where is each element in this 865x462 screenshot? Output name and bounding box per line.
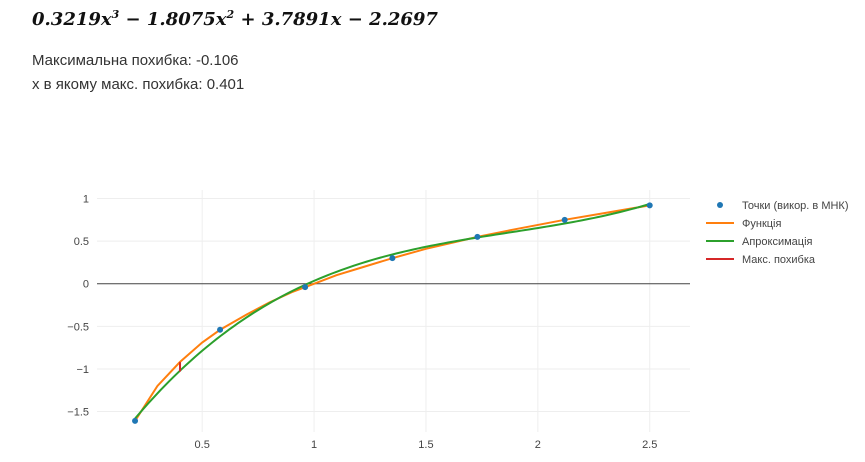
coef-3: 0.3219 bbox=[32, 9, 101, 30]
x-tick-label: 2.5 bbox=[642, 439, 657, 451]
op-0: − bbox=[341, 9, 370, 30]
legend-item[interactable]: Функція bbox=[706, 218, 781, 230]
legend[interactable]: Точки (викор. в МНК) Функція Апроксимація М… bbox=[706, 200, 849, 266]
data-point[interactable] bbox=[217, 326, 224, 333]
legend-label: Макс. похибка bbox=[742, 254, 816, 266]
legend-item[interactable]: Макс. похибка bbox=[706, 254, 816, 266]
approximation-line bbox=[134, 203, 651, 420]
data-point[interactable] bbox=[561, 216, 568, 223]
legend-item[interactable]: Апроксимація bbox=[706, 236, 813, 248]
y-tick-label: 0 bbox=[83, 279, 89, 291]
y-tick-label: −0.5 bbox=[67, 321, 89, 333]
series-layer bbox=[132, 202, 653, 424]
y-tick-label: −1.5 bbox=[67, 407, 89, 419]
x-tick-label: 1.5 bbox=[418, 439, 433, 451]
op-2: − bbox=[119, 9, 147, 30]
max-error-x-text: x в якому макс. похибка: 0.401 bbox=[32, 76, 245, 93]
function-line bbox=[134, 204, 650, 422]
x-tick-label: 0.5 bbox=[195, 439, 210, 451]
power-2: 2 bbox=[226, 8, 235, 21]
axis-ticks: 0.5 1 1.5 2 2.5 1 0.5 0 −0.5 −1 −1.5 bbox=[67, 194, 657, 451]
y-tick-label: 0.5 bbox=[74, 236, 89, 248]
legend-label: Точки (викор. в МНК) bbox=[742, 200, 849, 212]
x-tick-label: 2 bbox=[535, 439, 541, 451]
power-3: 3 bbox=[111, 8, 120, 21]
data-point[interactable] bbox=[474, 233, 481, 240]
legend-marker bbox=[717, 202, 723, 208]
data-point[interactable] bbox=[302, 284, 309, 291]
legend-item[interactable]: Точки (викор. в МНК) bbox=[717, 200, 849, 212]
y-tick-label: −1 bbox=[76, 364, 89, 376]
x-tick-label: 1 bbox=[311, 439, 317, 451]
legend-label: Функція bbox=[742, 218, 781, 230]
data-point[interactable] bbox=[646, 202, 653, 209]
var-x2: x bbox=[215, 9, 227, 30]
coef-1: 3.7891 bbox=[261, 9, 331, 30]
max-error-text: Максимальна похибка: -0.106 bbox=[32, 52, 239, 69]
grid-lines bbox=[97, 190, 690, 432]
var-x1: x bbox=[330, 9, 342, 30]
data-point[interactable] bbox=[132, 417, 139, 424]
legend-label: Апроксимація bbox=[742, 236, 813, 248]
coef-0: 2.2697 bbox=[369, 9, 438, 30]
coef-2: 1.8075 bbox=[146, 9, 216, 30]
var-x3: x bbox=[100, 9, 112, 30]
y-tick-label: 1 bbox=[83, 194, 89, 206]
polynomial-formula: 0.3219x3 − 1.8075x2 + 3.7891x − 2.2697 bbox=[32, 8, 438, 30]
op-1: + bbox=[234, 9, 262, 30]
data-point[interactable] bbox=[389, 255, 396, 262]
